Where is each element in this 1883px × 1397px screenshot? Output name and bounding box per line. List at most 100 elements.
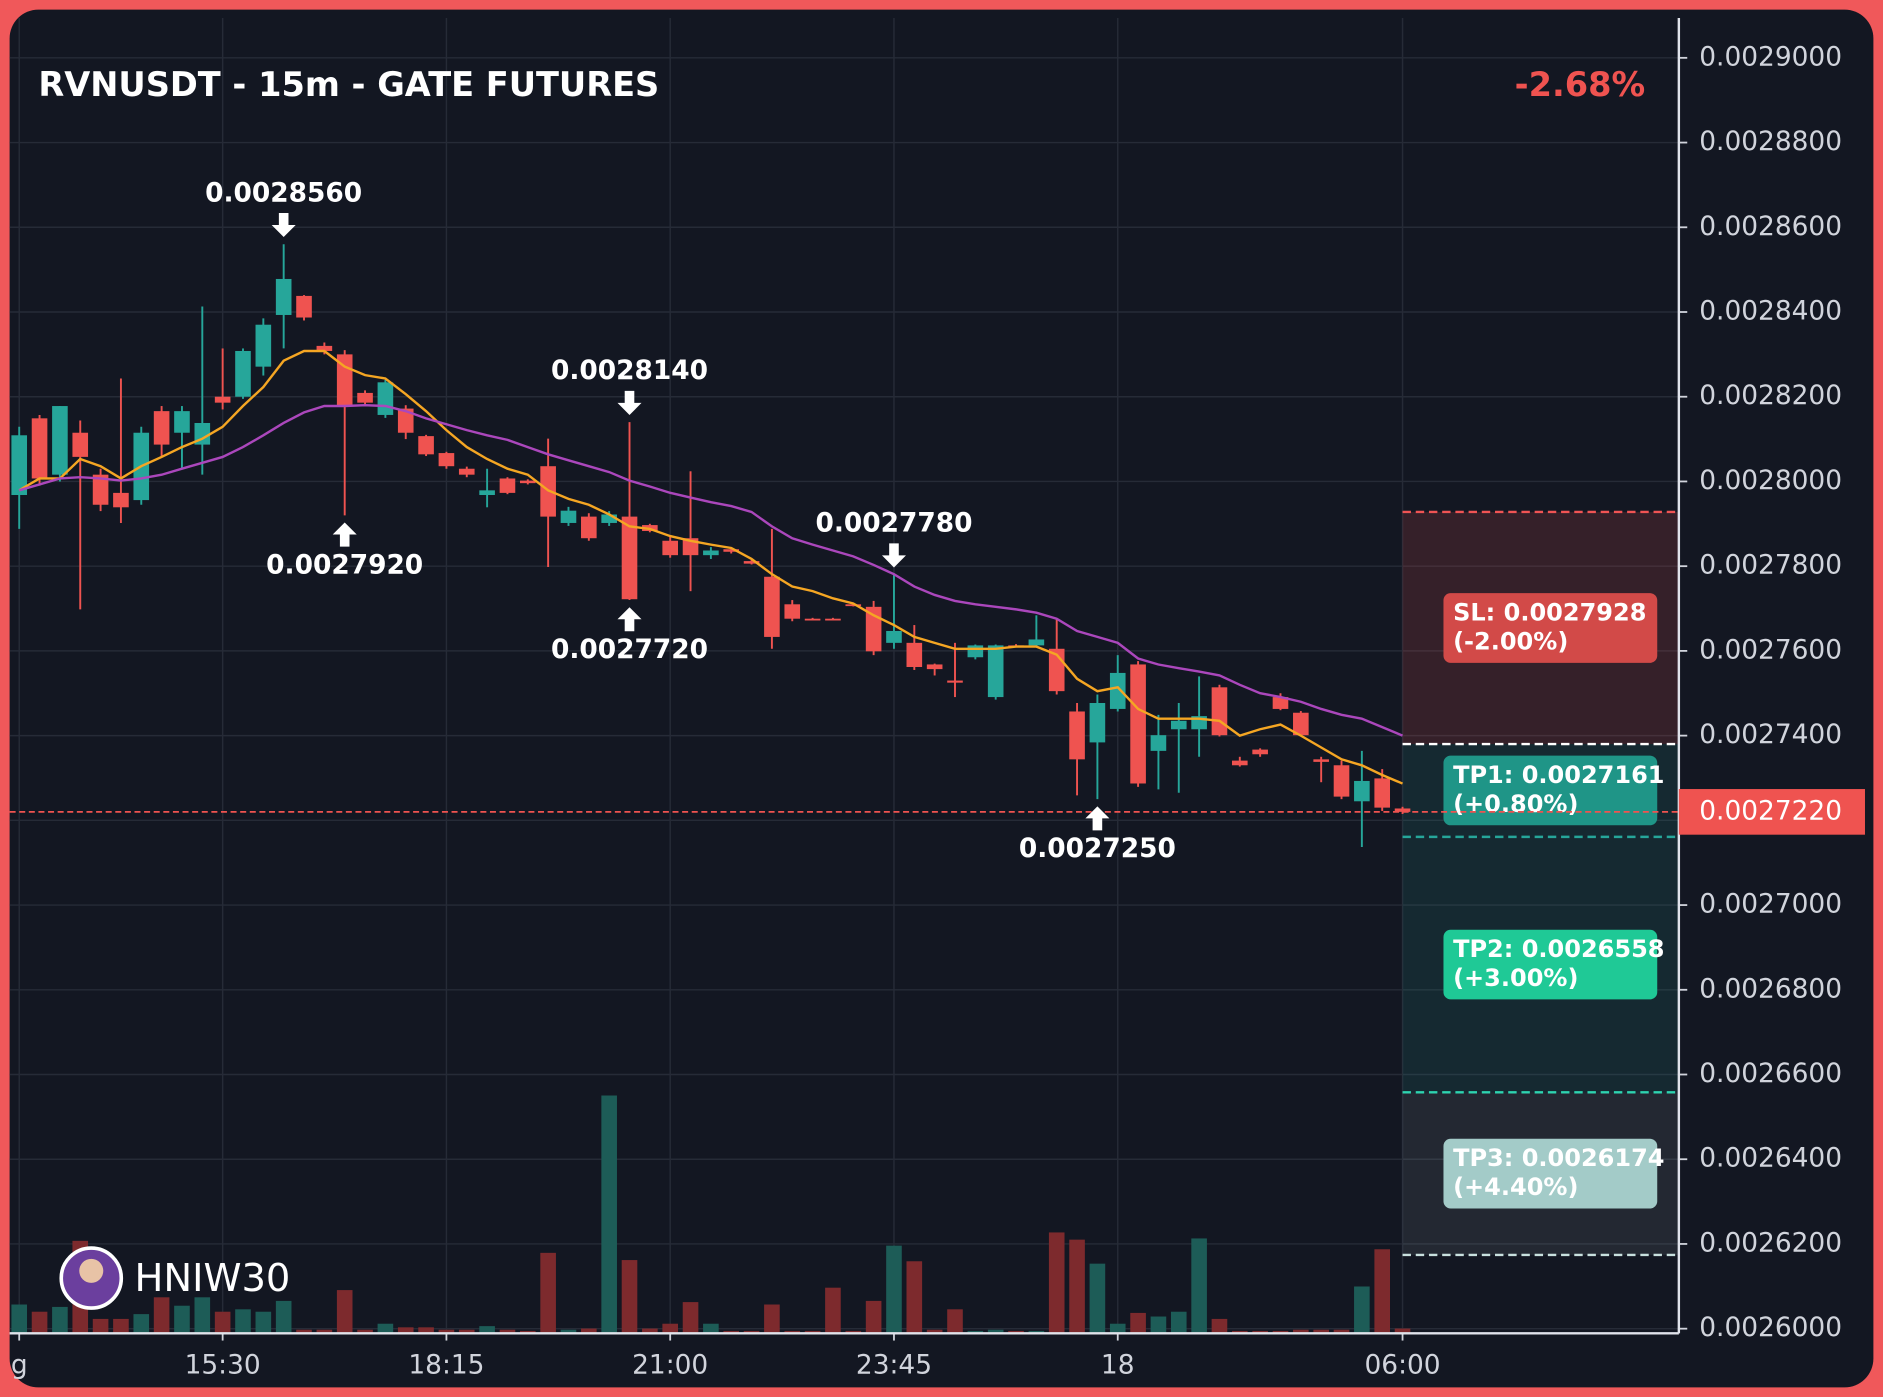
candle-body bbox=[581, 516, 597, 539]
candle-body bbox=[1231, 760, 1248, 766]
candle-body bbox=[316, 345, 333, 351]
volume-bar bbox=[194, 1297, 211, 1334]
y-tick-label: 0.0027800 bbox=[1699, 550, 1842, 581]
candle-body bbox=[1089, 703, 1106, 743]
volume-bar bbox=[214, 1311, 231, 1334]
volume-bar bbox=[1191, 1238, 1207, 1334]
y-tick-label: 0.0028200 bbox=[1699, 380, 1842, 411]
annotation-label: 0.0027250 bbox=[1019, 833, 1176, 864]
level-label: TP1: 0.0027161 bbox=[1453, 761, 1664, 789]
y-tick-label: 0.0028800 bbox=[1699, 126, 1842, 157]
level-label: (+0.80%) bbox=[1453, 790, 1578, 818]
volume-bar bbox=[865, 1300, 882, 1334]
volume-bar bbox=[499, 1329, 516, 1334]
y-tick-label: 0.0028400 bbox=[1699, 296, 1842, 327]
volume-bar bbox=[601, 1095, 617, 1334]
candle-body bbox=[92, 474, 109, 505]
volume-bar bbox=[987, 1329, 1004, 1334]
y-tick-label: 0.0027000 bbox=[1699, 889, 1842, 920]
volume-bar bbox=[1170, 1311, 1187, 1334]
level-box bbox=[1443, 593, 1658, 663]
candle-body bbox=[479, 490, 495, 496]
volume-bar bbox=[886, 1245, 902, 1334]
y-tick-label: 0.0027600 bbox=[1699, 634, 1842, 665]
candle-body bbox=[235, 350, 251, 397]
candle-body bbox=[601, 514, 617, 523]
volume-bar bbox=[1150, 1316, 1167, 1334]
candle-body bbox=[1150, 735, 1167, 751]
volume-bar bbox=[1211, 1318, 1228, 1334]
volume-bar bbox=[947, 1309, 963, 1334]
candle-body bbox=[1313, 759, 1329, 762]
candle-body bbox=[1109, 672, 1126, 709]
annotation-arrow bbox=[271, 212, 296, 238]
volume-bar bbox=[825, 1287, 841, 1334]
volume-bar bbox=[275, 1300, 292, 1334]
candle-body bbox=[723, 549, 740, 552]
candle-body bbox=[214, 396, 231, 403]
candle-body bbox=[764, 576, 780, 637]
volume-bar bbox=[1293, 1329, 1309, 1334]
volume-bar bbox=[113, 1318, 129, 1334]
level-label: (+3.00%) bbox=[1453, 964, 1578, 992]
candle-body bbox=[947, 680, 963, 683]
candle-body bbox=[1333, 765, 1350, 797]
candle-body bbox=[499, 478, 516, 493]
candle-body bbox=[906, 642, 923, 667]
candle-body bbox=[987, 645, 1004, 698]
volume-bar bbox=[133, 1314, 150, 1334]
x-tick-label: 06:00 bbox=[1364, 1349, 1440, 1380]
volume-bar bbox=[235, 1309, 251, 1334]
plot: 0.0026000 0.0026200 0.0026400 0.0026600 0.00… bbox=[9, 18, 1865, 1380]
volume-bar bbox=[906, 1261, 923, 1334]
candle-body bbox=[703, 550, 719, 556]
volume-bar bbox=[764, 1304, 780, 1334]
candle-body bbox=[1130, 664, 1146, 784]
candle-body bbox=[743, 561, 760, 564]
candle-body bbox=[1211, 687, 1228, 736]
y-tick-label: 0.0026000 bbox=[1699, 1312, 1842, 1343]
candle-body bbox=[458, 468, 475, 475]
volume-bar bbox=[336, 1290, 353, 1334]
annotation-label: 0.0028140 bbox=[551, 355, 708, 386]
ma-line bbox=[18, 349, 1403, 785]
volume-bar bbox=[1333, 1329, 1350, 1334]
volume-bar bbox=[682, 1302, 699, 1334]
volume-bar bbox=[357, 1329, 373, 1334]
candle-body bbox=[153, 411, 170, 445]
level-label: TP3: 0.0026174 bbox=[1453, 1144, 1664, 1172]
y-tick-label: 0.0027400 bbox=[1699, 719, 1842, 750]
level-box bbox=[1443, 755, 1658, 826]
volume-bar bbox=[52, 1306, 68, 1334]
annotation-arrow bbox=[881, 543, 906, 568]
volume-bar bbox=[377, 1323, 394, 1334]
x-tick-label: 18:15 bbox=[408, 1349, 484, 1380]
candle-body bbox=[31, 418, 48, 479]
volume-bar bbox=[1313, 1329, 1329, 1334]
change: -2.68% bbox=[1515, 65, 1646, 104]
volume-bar bbox=[540, 1252, 556, 1334]
volume-bar bbox=[479, 1326, 495, 1334]
level-box bbox=[1443, 929, 1658, 1000]
x-tick-label: 21:00 bbox=[632, 1349, 708, 1380]
volume-bar bbox=[1354, 1286, 1370, 1334]
candle-body bbox=[1028, 639, 1045, 646]
volume-bar bbox=[1089, 1263, 1106, 1334]
volume-bar bbox=[1394, 1328, 1411, 1334]
x-tick-label: 18 bbox=[1101, 1349, 1135, 1380]
level-label: SL: 0.0027928 bbox=[1453, 599, 1646, 627]
volume-bar bbox=[1048, 1232, 1065, 1334]
candle-body bbox=[825, 618, 841, 621]
candle-body bbox=[418, 436, 434, 455]
volume-bar bbox=[560, 1329, 577, 1334]
annotation-arrow bbox=[617, 390, 642, 415]
y-tick-label: 0.0028000 bbox=[1699, 465, 1842, 496]
candle-body bbox=[784, 604, 801, 619]
volume-bar bbox=[1109, 1323, 1126, 1334]
candle-body bbox=[865, 606, 882, 652]
candle-body bbox=[11, 435, 28, 496]
annotation-arrow bbox=[617, 607, 642, 632]
volume-bar bbox=[458, 1329, 475, 1334]
